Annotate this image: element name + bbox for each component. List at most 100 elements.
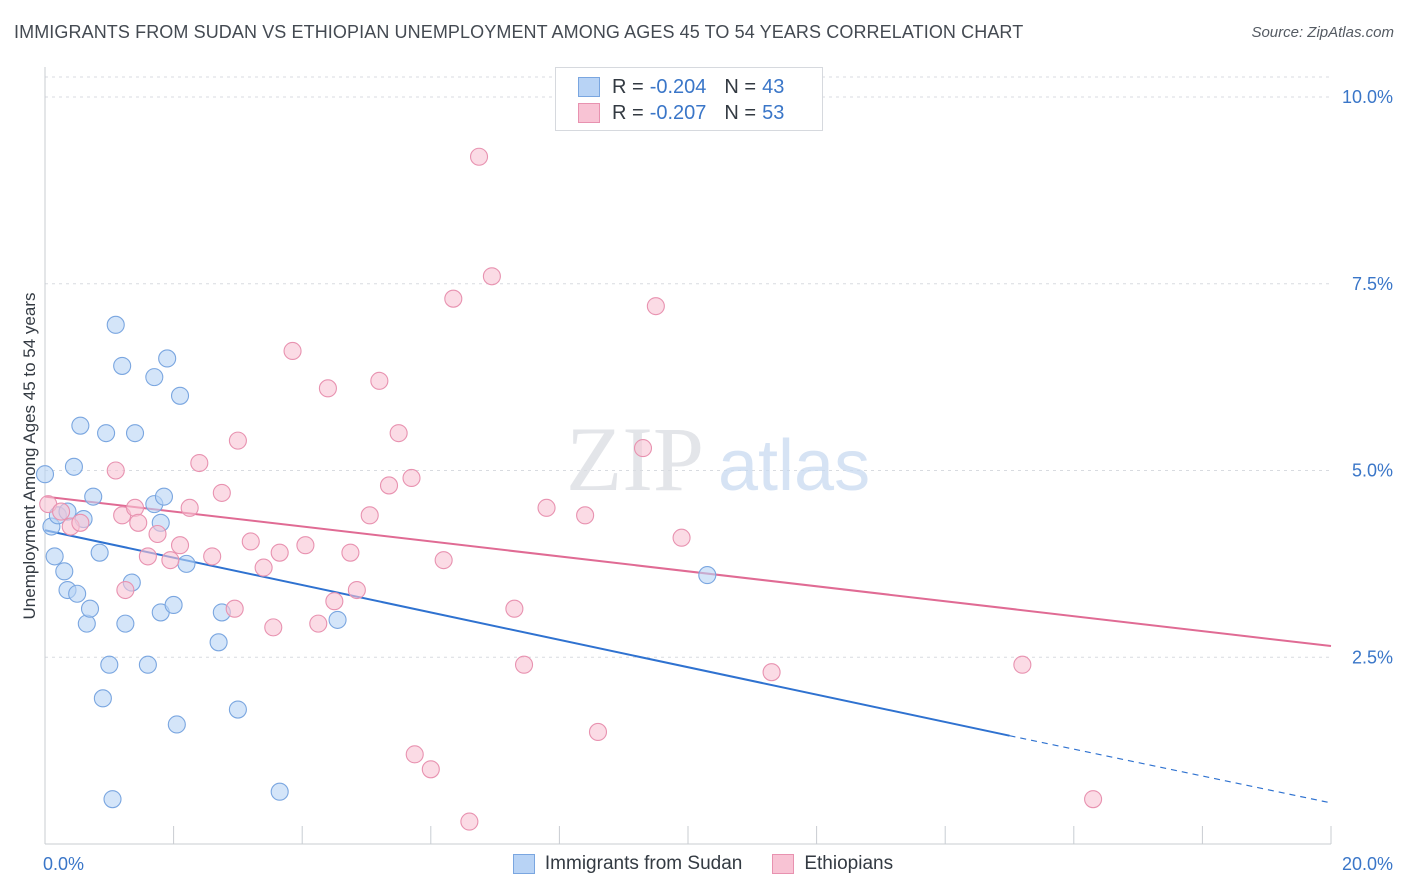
point-sudan	[228, 700, 247, 719]
point-sudan	[164, 595, 183, 615]
point-ethiopians	[469, 147, 489, 166]
y-tick-label: 2.5%	[1352, 647, 1393, 667]
point-sudan	[158, 349, 177, 368]
point-sudan	[145, 368, 164, 387]
point-sudan	[84, 487, 103, 506]
legend-label-sudan: Immigrants from Sudan	[544, 853, 743, 874]
point-sudan	[106, 315, 125, 334]
point-ethiopians	[270, 543, 289, 562]
series-legend: Immigrants from Sudan Ethiopians	[0, 850, 1406, 878]
point-ethiopians	[389, 424, 408, 443]
point-ethiopians	[576, 506, 595, 525]
x-tick-label: 0.0%	[43, 854, 84, 874]
point-ethiopians	[71, 513, 90, 532]
source-label: Source: ZipAtlas.com	[1251, 24, 1394, 41]
point-ethiopians	[434, 551, 453, 570]
y-axis-label: Unemployment Among Ages 45 to 54 years	[20, 292, 39, 620]
point-sudan	[170, 386, 190, 405]
point-ethiopians	[1084, 790, 1103, 809]
point-ethiopians	[254, 558, 273, 577]
point-ethiopians	[296, 536, 315, 555]
trendline-sudan-extension	[1009, 735, 1332, 804]
legend-swatch-sudan	[578, 77, 600, 97]
point-ethiopians	[460, 812, 479, 831]
stats-row-ethiopians: R = -0.207 N = 53	[578, 101, 784, 125]
point-ethiopians	[360, 506, 379, 525]
point-ethiopians	[325, 592, 344, 611]
chart-title: IMMIGRANTS FROM SUDAN VS ETHIOPIAN UNEMP…	[14, 22, 1024, 42]
point-ethiopians	[138, 547, 157, 566]
stats-legend: R = -0.204 N = 43 R = -0.207 N = 53	[555, 67, 823, 131]
point-sudan	[209, 633, 228, 652]
tick-labels: 2.5% 5.0% 7.5% 10.0% 0.0% 20.0%	[43, 87, 1393, 874]
point-ethiopians	[482, 267, 501, 286]
point-ethiopians	[341, 543, 360, 562]
point-ethiopians	[421, 760, 440, 779]
point-ethiopians	[283, 341, 302, 361]
point-sudan	[64, 457, 83, 476]
point-ethiopians	[190, 453, 209, 473]
legend-swatch-ethiopians	[772, 854, 795, 874]
point-ethiopians	[762, 663, 781, 682]
point-ethiopians	[347, 580, 366, 600]
legend-item-sudan: Immigrants from Sudan	[512, 853, 743, 875]
axes	[44, 67, 1332, 845]
watermark: ZIP atlas	[566, 408, 870, 510]
point-ethiopians	[633, 439, 653, 458]
point-ethiopians	[170, 536, 190, 555]
point-ethiopians	[588, 722, 608, 742]
r-value: -0.204	[649, 75, 707, 98]
point-sudan	[80, 599, 100, 618]
point-sudan	[93, 689, 112, 708]
point-ethiopians	[212, 483, 231, 502]
watermark-atlas: atlas	[718, 426, 870, 506]
point-sudan	[100, 655, 119, 674]
r-label: R =	[612, 101, 644, 124]
point-sudan	[68, 584, 87, 603]
point-ethiopians	[505, 599, 524, 618]
trendlines	[44, 495, 1332, 804]
point-ethiopians	[203, 547, 222, 566]
point-ethiopians	[264, 618, 283, 637]
trendline-ethiopians	[44, 495, 1332, 648]
point-sudan	[270, 782, 289, 801]
n-value: 53	[762, 101, 785, 124]
point-sudan	[45, 547, 64, 566]
point-ethiopians	[228, 431, 247, 450]
n-label: N =	[724, 101, 757, 124]
point-sudan	[90, 543, 109, 562]
point-sudan	[125, 424, 145, 443]
point-sudan	[113, 356, 132, 375]
point-ethiopians	[129, 513, 148, 532]
point-ethiopians	[180, 498, 199, 517]
point-ethiopians	[514, 655, 534, 674]
r-label: R =	[612, 75, 644, 98]
point-sudan	[167, 715, 186, 734]
legend-item-ethiopians: Ethiopians	[772, 853, 893, 875]
legend-swatch-ethiopians	[578, 103, 600, 123]
point-ethiopians	[125, 498, 145, 517]
point-ethiopians	[225, 599, 244, 618]
point-ethiopians	[52, 502, 71, 521]
watermark-zip: ZIP	[566, 408, 704, 510]
point-ethiopians	[309, 614, 328, 633]
point-ethiopians	[444, 289, 463, 308]
point-sudan	[698, 566, 717, 585]
point-ethiopians	[106, 461, 125, 480]
point-ethiopians	[646, 297, 665, 316]
trendline-sudan	[44, 529, 1010, 737]
point-sudan	[177, 554, 196, 573]
point-ethiopians	[148, 524, 167, 544]
point-sudan	[138, 655, 157, 674]
point-ethiopians	[318, 379, 337, 398]
point-sudan	[103, 790, 122, 809]
point-ethiopians	[672, 528, 691, 547]
point-ethiopians	[161, 551, 180, 570]
point-ethiopians	[116, 580, 135, 600]
n-label: N =	[724, 75, 757, 98]
point-ethiopians	[402, 468, 421, 488]
stats-row-sudan: R = -0.204 N = 43	[578, 75, 784, 99]
data-points	[35, 147, 1103, 831]
point-ethiopians	[537, 498, 556, 517]
